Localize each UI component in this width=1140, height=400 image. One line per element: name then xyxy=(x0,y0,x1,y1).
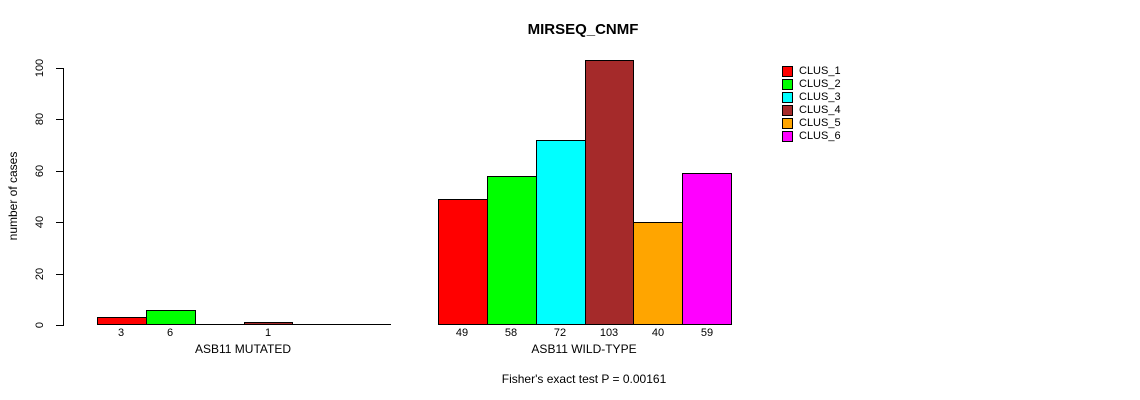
fisher-test-annotation: Fisher's exact test P = 0.00161 xyxy=(501,372,667,386)
y-tick-mark xyxy=(56,68,63,69)
legend-swatch-clus_5 xyxy=(782,118,793,129)
bar-clus_6 xyxy=(682,173,732,325)
bar-clus_2 xyxy=(487,176,537,325)
bar-value-label: 58 xyxy=(504,327,518,339)
bar-value-label: 40 xyxy=(651,327,665,339)
y-tick-mark xyxy=(56,171,63,172)
bar-value-label: 6 xyxy=(166,327,174,339)
legend-swatch-clus_4 xyxy=(782,105,793,116)
group-label-mutated: ASB11 MUTATED xyxy=(194,342,292,356)
legend-swatch-clus_2 xyxy=(782,79,793,90)
bar-value-label: 72 xyxy=(553,327,567,339)
chart-title: MIRSEQ_CNMF xyxy=(527,21,639,38)
bar-value-label: 49 xyxy=(455,327,469,339)
y-tick-label: 100 xyxy=(34,58,46,78)
y-tick-label: 0 xyxy=(34,321,46,329)
legend-label: CLUS_6 xyxy=(799,130,841,142)
legend-swatch-clus_6 xyxy=(782,131,793,142)
bar-clus_2 xyxy=(146,310,196,325)
bar-value-label: 3 xyxy=(117,327,125,339)
legend-label: CLUS_5 xyxy=(799,117,841,129)
bar-clus_3 xyxy=(536,140,586,325)
y-axis-spine xyxy=(63,68,64,326)
legend-label: CLUS_2 xyxy=(799,78,841,90)
bar-value-label: 1 xyxy=(264,327,272,339)
y-tick-mark xyxy=(56,274,63,275)
legend-swatch-clus_1 xyxy=(782,66,793,77)
y-tick-label: 20 xyxy=(34,267,46,281)
bar-clus_1 xyxy=(438,199,488,325)
bar-value-label: 59 xyxy=(700,327,714,339)
bar-clus_5 xyxy=(633,222,683,325)
legend-label: CLUS_4 xyxy=(799,104,841,116)
y-tick-mark xyxy=(56,119,63,120)
y-tick-label: 60 xyxy=(34,164,46,178)
y-axis-title: number of cases xyxy=(6,151,20,241)
y-tick-mark xyxy=(56,325,63,326)
legend-label: CLUS_1 xyxy=(799,65,841,77)
bar-clus_4 xyxy=(244,322,293,325)
bar-value-label: 103 xyxy=(599,327,619,339)
y-tick-mark xyxy=(56,222,63,223)
legend-label: CLUS_3 xyxy=(799,91,841,103)
bar-clus_1 xyxy=(97,317,147,325)
group-label-wildtype: ASB11 WILD-TYPE xyxy=(531,342,637,356)
y-tick-label: 40 xyxy=(34,215,46,229)
bar-clus_4 xyxy=(585,60,634,325)
legend-swatch-clus_3 xyxy=(782,92,793,103)
y-tick-label: 80 xyxy=(34,112,46,126)
